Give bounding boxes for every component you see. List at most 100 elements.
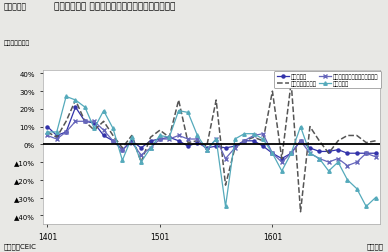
機械・設備 xyxy=(158,134,162,137)
製造業生産 xyxy=(139,147,144,150)
製造業生産 xyxy=(355,152,359,155)
機械・設備 xyxy=(92,127,97,130)
製造業生産 xyxy=(261,145,265,148)
コンピュータ・電子・光学製品 xyxy=(345,165,350,168)
機械・設備 xyxy=(261,138,265,141)
コンピュータ・電子・光学製品 xyxy=(373,156,378,159)
機械・設備 xyxy=(139,161,144,164)
コンピュータ・電子・光学製品 xyxy=(279,161,284,164)
製造業生産 xyxy=(242,140,247,143)
製造業生産 xyxy=(54,134,59,137)
コンピュータ・電子・光学製品 xyxy=(204,149,209,152)
医薬・バイオ製品 xyxy=(298,210,303,213)
機械・設備 xyxy=(326,170,331,173)
製造業生産 xyxy=(186,145,191,148)
医薬・バイオ製品 xyxy=(355,134,359,137)
医薬・バイオ製品 xyxy=(223,184,228,187)
Line: 機械・設備: 機械・設備 xyxy=(46,95,377,208)
コンピュータ・電子・光学製品 xyxy=(261,133,265,136)
コンピュータ・電子・光学製品 xyxy=(336,158,340,161)
製造業生産 xyxy=(279,158,284,161)
Line: 製造業生産: 製造業生産 xyxy=(46,106,377,161)
コンピュータ・電子・光学製品 xyxy=(214,138,218,141)
製造業生産 xyxy=(223,147,228,150)
医薬・バイオ製品 xyxy=(92,129,97,132)
医薬・バイオ製品 xyxy=(289,81,293,84)
機械・設備 xyxy=(308,152,312,155)
機械・設備 xyxy=(148,147,153,150)
コンピュータ・電子・光学製品 xyxy=(317,158,322,161)
機械・設備 xyxy=(242,133,247,136)
コンピュータ・電子・光学製品 xyxy=(139,154,144,157)
コンピュータ・電子・光学製品 xyxy=(364,152,369,155)
コンピュータ・電子・光学製品 xyxy=(92,120,97,123)
コンピュータ・電子・光学製品 xyxy=(242,140,247,143)
機械・設備 xyxy=(64,96,68,99)
医薬・バイオ製品 xyxy=(204,145,209,148)
コンピュータ・電子・光学製品 xyxy=(289,152,293,155)
機械・設備 xyxy=(176,110,181,113)
Text: （資料）CEIC: （資料）CEIC xyxy=(4,243,37,249)
機械・設備 xyxy=(364,205,369,208)
機械・設備 xyxy=(317,158,322,161)
製造業生産 xyxy=(336,149,340,152)
コンピュータ・電子・光学製品 xyxy=(186,138,191,141)
コンピュータ・電子・光学製品 xyxy=(176,134,181,137)
医薬・バイオ製品 xyxy=(270,90,275,93)
機械・設備 xyxy=(45,131,50,134)
機械・設備 xyxy=(186,111,191,114)
製造業生産 xyxy=(308,147,312,150)
製造業生産 xyxy=(251,140,256,143)
コンピュータ・電子・光学製品 xyxy=(270,152,275,155)
製造業生産 xyxy=(130,140,134,143)
コンピュータ・電子・光学製品 xyxy=(195,138,200,141)
医薬・バイオ製品 xyxy=(336,140,340,143)
製造業生産 xyxy=(298,140,303,143)
コンピュータ・電子・光学製品 xyxy=(251,134,256,137)
Legend: 製造業生産, 医薬・バイオ製品, コンピュータ・電子・光学製品, 機械・設備: 製造業生産, 医薬・バイオ製品, コンピュータ・電子・光学製品, 機械・設備 xyxy=(274,72,381,89)
機械・設備 xyxy=(289,152,293,155)
コンピュータ・電子・光学製品 xyxy=(167,138,171,141)
コンピュータ・電子・光学製品 xyxy=(223,158,228,161)
機械・設備 xyxy=(345,179,350,182)
製造業生産 xyxy=(317,150,322,153)
製造業生産 xyxy=(158,138,162,141)
製造業生産 xyxy=(204,147,209,150)
機械・設備 xyxy=(130,136,134,139)
製造業生産 xyxy=(345,152,350,155)
医薬・バイオ製品 xyxy=(317,140,322,143)
機械・設備 xyxy=(111,127,115,130)
医薬・バイオ製品 xyxy=(120,147,125,150)
製造業生産 xyxy=(232,145,237,148)
機械・設備 xyxy=(336,161,340,164)
コンピュータ・電子・光学製品 xyxy=(83,120,87,123)
機械・設備 xyxy=(279,170,284,173)
コンピュータ・電子・光学製品 xyxy=(158,138,162,141)
コンピュータ・電子・光学製品 xyxy=(355,161,359,164)
機械・設備 xyxy=(167,136,171,139)
機械・設備 xyxy=(223,205,228,208)
医薬・バイオ製品 xyxy=(373,140,378,143)
機械・設備 xyxy=(232,138,237,141)
機械・設備 xyxy=(373,196,378,199)
製造業生産 xyxy=(120,149,125,152)
製造業生産 xyxy=(289,152,293,155)
コンピュータ・電子・光学製品 xyxy=(73,120,78,123)
医薬・バイオ製品 xyxy=(279,158,284,161)
機械・設備 xyxy=(214,138,218,141)
コンピュータ・電子・光学製品 xyxy=(120,149,125,152)
Text: （月次）: （月次） xyxy=(367,243,384,249)
製造業生産 xyxy=(64,131,68,134)
機械・設備 xyxy=(270,152,275,155)
医薬・バイオ製品 xyxy=(251,136,256,139)
医薬・バイオ製品 xyxy=(139,161,144,164)
製造業生産 xyxy=(270,152,275,155)
機械・設備 xyxy=(355,187,359,191)
Line: 医薬・バイオ製品: 医薬・バイオ製品 xyxy=(47,83,376,212)
コンピュータ・電子・光学製品 xyxy=(326,161,331,164)
製造業生産 xyxy=(364,152,369,155)
コンピュータ・電子・光学製品 xyxy=(45,134,50,137)
Line: コンピュータ・電子・光学製品: コンピュータ・電子・光学製品 xyxy=(45,120,378,168)
製造業生産 xyxy=(167,136,171,139)
製造業生産 xyxy=(101,134,106,137)
